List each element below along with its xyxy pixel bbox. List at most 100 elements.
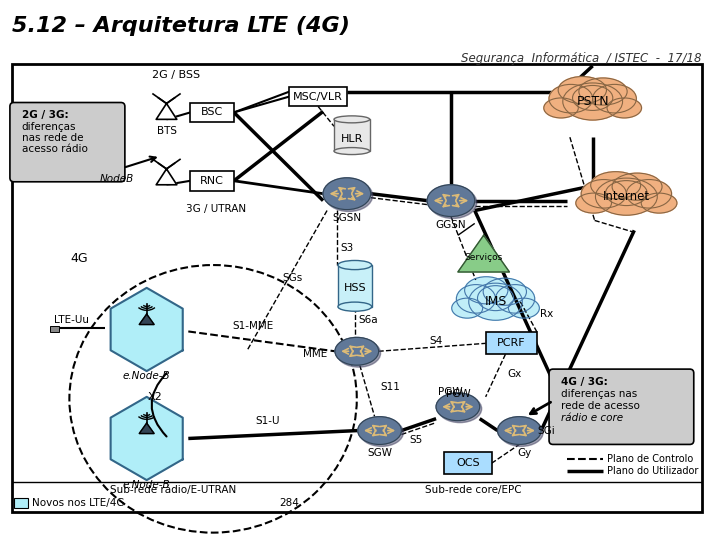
Text: Rx: Rx [540, 308, 554, 319]
Ellipse shape [576, 193, 611, 213]
Ellipse shape [544, 98, 578, 118]
Text: MSC/VLR: MSC/VLR [293, 92, 343, 102]
Text: 4G / 3G:: 4G / 3G: [561, 377, 608, 387]
Text: Plano de Controlo: Plano de Controlo [606, 454, 693, 464]
Text: 2G / BSS: 2G / BSS [153, 70, 200, 80]
Bar [444, 453, 492, 474]
Ellipse shape [438, 395, 482, 423]
Text: S3: S3 [340, 243, 354, 253]
Text: nas rede de: nas rede de [22, 133, 84, 143]
Polygon shape [156, 104, 177, 119]
Ellipse shape [337, 339, 381, 367]
Text: S1-U: S1-U [256, 416, 280, 426]
Ellipse shape [606, 180, 647, 206]
Text: PGW: PGW [446, 389, 470, 399]
Text: RNC: RNC [200, 176, 224, 186]
Ellipse shape [338, 260, 372, 269]
Ellipse shape [607, 98, 642, 118]
Text: MME: MME [303, 349, 327, 359]
Text: Serviços: Serviços [464, 253, 503, 261]
Bar [190, 171, 234, 191]
FancyBboxPatch shape [549, 369, 694, 444]
Ellipse shape [436, 393, 480, 421]
Ellipse shape [335, 338, 379, 365]
Text: 3G / UTRAN: 3G / UTRAN [186, 204, 246, 213]
Ellipse shape [495, 285, 535, 313]
Ellipse shape [360, 418, 403, 447]
Bar [485, 333, 537, 354]
Text: PGW: PGW [438, 387, 462, 397]
Ellipse shape [595, 178, 657, 215]
Ellipse shape [612, 173, 662, 200]
Ellipse shape [427, 185, 474, 217]
Text: SGSN: SGSN [333, 213, 361, 224]
Ellipse shape [429, 187, 477, 219]
Ellipse shape [593, 84, 636, 113]
Ellipse shape [563, 83, 623, 120]
Text: e.Node-B: e.Node-B [123, 371, 171, 381]
Bar [50, 326, 60, 333]
Text: IMS: IMS [485, 295, 507, 308]
Text: S11: S11 [381, 382, 400, 392]
Ellipse shape [323, 178, 371, 210]
Ellipse shape [590, 172, 641, 199]
Ellipse shape [498, 417, 541, 444]
Ellipse shape [483, 278, 526, 305]
Text: Gx: Gx [508, 369, 522, 379]
Bar [334, 119, 369, 151]
Text: SGi: SGi [537, 426, 555, 436]
Ellipse shape [579, 78, 627, 105]
Text: acesso rádio: acesso rádio [22, 144, 88, 154]
Ellipse shape [334, 147, 369, 154]
Ellipse shape [500, 418, 543, 447]
Text: Sub-rede core/EPC: Sub-rede core/EPC [426, 485, 522, 495]
Bar [190, 103, 234, 123]
Ellipse shape [572, 85, 613, 111]
Text: diferenças nas: diferenças nas [561, 389, 637, 399]
Text: S4: S4 [429, 336, 443, 346]
Polygon shape [139, 314, 154, 325]
FancyBboxPatch shape [10, 103, 125, 182]
Ellipse shape [477, 286, 513, 310]
Text: 2G / 3G:: 2G / 3G: [22, 110, 68, 120]
Ellipse shape [464, 276, 508, 304]
Ellipse shape [451, 298, 482, 318]
Text: SGW: SGW [367, 448, 392, 458]
Text: Novos nos LTE/4G: Novos nos LTE/4G [32, 498, 125, 508]
Text: PCRF: PCRF [497, 339, 526, 348]
Polygon shape [156, 169, 177, 185]
Bar [338, 265, 372, 307]
Bar [14, 498, 28, 508]
Text: HLR: HLR [341, 134, 363, 144]
Ellipse shape [325, 180, 373, 212]
Text: BSC: BSC [201, 107, 223, 117]
Ellipse shape [581, 179, 626, 208]
Ellipse shape [558, 77, 606, 104]
Ellipse shape [338, 302, 372, 311]
Text: LTE-Uu: LTE-Uu [54, 315, 89, 325]
Text: Gy: Gy [518, 448, 531, 458]
Text: rádio e core: rádio e core [561, 413, 623, 423]
Bar [289, 86, 347, 106]
Text: HSS: HSS [343, 283, 366, 293]
Ellipse shape [549, 84, 593, 113]
Text: NodeB: NodeB [100, 174, 134, 184]
Ellipse shape [642, 193, 677, 213]
Text: BTS: BTS [156, 126, 176, 136]
Polygon shape [111, 397, 183, 480]
Text: S5: S5 [410, 435, 423, 445]
Text: Sub-rede rádio/E-UTRAN: Sub-rede rádio/E-UTRAN [110, 485, 237, 495]
Text: SGs: SGs [282, 273, 302, 283]
Ellipse shape [334, 116, 369, 123]
Text: 5.12 – Arquitetura LTE (4G): 5.12 – Arquitetura LTE (4G) [12, 16, 350, 36]
Text: 4G: 4G [71, 252, 88, 265]
Text: Plano do Utilizador: Plano do Utilizador [606, 466, 698, 476]
Ellipse shape [358, 417, 401, 444]
Text: rede de acesso: rede de acesso [561, 401, 640, 411]
Bar [12, 64, 702, 512]
Text: GGSN: GGSN [436, 220, 467, 231]
Text: 284: 284 [279, 498, 300, 508]
Ellipse shape [508, 298, 539, 318]
Text: S6a: S6a [359, 315, 379, 325]
Ellipse shape [456, 285, 495, 313]
